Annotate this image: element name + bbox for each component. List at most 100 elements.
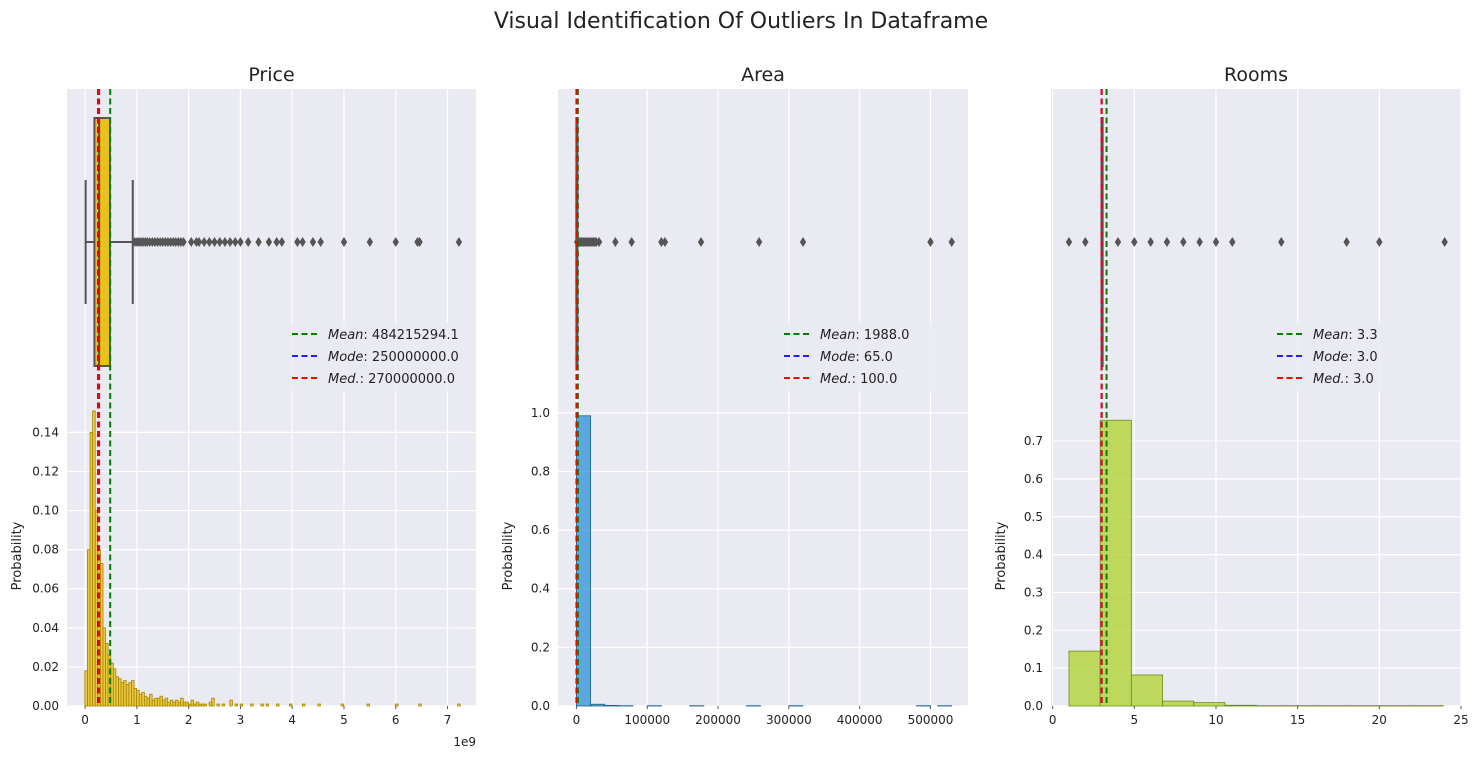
y-tick-label: 0.08 <box>32 543 59 557</box>
outlier-point <box>265 237 273 247</box>
outlier-point <box>299 237 306 247</box>
histogram-bar <box>239 703 244 707</box>
legend-entry: Mean: 3.3 <box>1313 328 1378 343</box>
x-tick-label: 25 <box>1453 713 1468 727</box>
outlier-point <box>1147 237 1154 247</box>
outlier-point <box>392 237 399 247</box>
x-tick-label: 20 <box>1372 713 1387 727</box>
histogram-bar <box>288 703 293 707</box>
x-tick-label: 7 <box>444 713 452 727</box>
histogram-bar <box>1193 702 1226 707</box>
y-tick-label: 0.8 <box>531 464 550 478</box>
legend-box <box>284 322 468 392</box>
legend-entry-value: : 3.0 <box>1348 350 1377 365</box>
legend-entry-name: Med. <box>820 372 852 387</box>
x-offset-label: 1e9 <box>453 735 476 749</box>
histogram-bar <box>265 703 270 707</box>
histogram-bar <box>301 703 306 707</box>
chart-panel-area: Area 0 100000 200000 300000 400000 500000 0.0 0.… <box>501 64 968 727</box>
outlier-point <box>188 237 195 247</box>
y-tick-label: 0.12 <box>32 464 59 478</box>
x-tick-label: 4 <box>288 713 296 727</box>
y-tick-label: 0.6 <box>531 523 550 537</box>
x-tick-label: 100000 <box>624 713 670 727</box>
figure-suptitle: Visual Identification Of Outliers In Dat… <box>494 9 988 34</box>
histogram-bar <box>250 703 254 707</box>
histogram-bar <box>1068 650 1101 707</box>
outlier-point <box>595 237 603 247</box>
legend-entry: Mode: 65.0 <box>820 350 893 365</box>
x-tick-label: 0 <box>1049 713 1057 727</box>
histogram-bar <box>190 699 194 707</box>
outlier-point <box>1180 237 1187 247</box>
outlier-point <box>278 237 286 247</box>
outlier-point <box>416 237 423 247</box>
outlier-point <box>255 237 262 247</box>
plot-background <box>67 89 476 706</box>
x-tick-label: 500000 <box>908 713 954 727</box>
outlier-point <box>340 237 348 247</box>
panel-title: Area <box>741 64 785 86</box>
y-tick-label: 0.2 <box>1024 623 1043 637</box>
histogram-bar <box>1224 704 1257 707</box>
histogram-bar <box>1162 700 1195 707</box>
legend-entry: Mean: 1988.0 <box>820 328 909 343</box>
y-tick-label: 0.00 <box>32 699 59 713</box>
histogram-bar <box>260 703 264 707</box>
x-tick-label: 400000 <box>837 713 883 727</box>
legend-entry-name: Mode <box>820 350 855 365</box>
y-tick-label: 0.5 <box>1024 510 1043 524</box>
y-axis-label: Probability <box>501 521 516 590</box>
histogram-bar <box>1130 674 1163 707</box>
legend-entry-name: Mean <box>1313 328 1348 343</box>
y-tick-label: 0.6 <box>1024 472 1043 486</box>
outlier-point <box>455 237 463 247</box>
outlier-point <box>697 237 705 247</box>
legend-entry-name: Mode <box>328 350 363 365</box>
outlier-point <box>1278 237 1285 247</box>
outlier-point <box>245 237 252 247</box>
outlier-point <box>755 237 763 247</box>
outlier-point <box>1441 237 1448 247</box>
histogram-bar <box>457 703 461 707</box>
histogram-bar <box>276 703 280 707</box>
x-tick-label: 0 <box>81 713 89 727</box>
histogram-bar <box>340 703 345 707</box>
legend-box <box>1269 322 1453 392</box>
legend-entry-value: : 1988.0 <box>855 328 909 343</box>
legend-entry: Med.: 100.0 <box>820 372 897 387</box>
outlier-point <box>294 237 301 247</box>
outlier-point <box>658 237 665 247</box>
outlier-point <box>309 237 317 247</box>
y-tick-label: 0.3 <box>1024 585 1043 599</box>
histogram-bar <box>216 703 220 707</box>
outlier-point <box>1163 237 1171 247</box>
outlier-point <box>226 237 234 247</box>
outlier-point <box>1376 237 1383 247</box>
y-tick-label: 0.0 <box>1024 699 1043 713</box>
histogram-bar <box>221 703 226 707</box>
outlier-point <box>317 237 324 247</box>
y-tick-label: 0.4 <box>1024 548 1043 562</box>
outlier-point <box>195 237 203 247</box>
y-tick-label: 0.7 <box>1024 434 1043 448</box>
legend: Mean: 1988.0 Mode: 65.0 Med.: 100.0 <box>776 322 960 392</box>
y-tick-label: 0.02 <box>32 660 59 674</box>
outlier-point <box>1114 237 1122 247</box>
histogram-bar <box>317 703 321 707</box>
legend-entry-name: Med. <box>1313 372 1345 387</box>
outlier-point <box>216 237 223 247</box>
outlier-point <box>1082 237 1089 247</box>
legend-entry: Mode: 250000000.0 <box>328 350 459 365</box>
legend-entry: Mode: 3.0 <box>1313 350 1378 365</box>
y-tick-label: 0.0 <box>531 699 550 713</box>
x-tick-label: 0 <box>573 713 581 727</box>
outlier-point <box>799 237 807 247</box>
outlier-point <box>200 237 208 247</box>
box-iqr <box>93 117 111 367</box>
histogram-bar <box>1099 419 1132 707</box>
outlier-point <box>180 237 187 247</box>
y-tick-label: 0.10 <box>32 504 59 518</box>
